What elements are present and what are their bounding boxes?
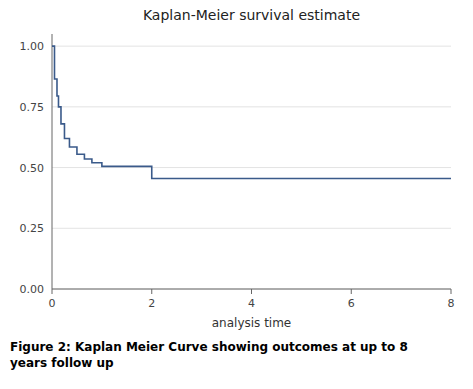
grid-line xyxy=(52,106,451,107)
grid-line xyxy=(52,228,451,229)
grid-line xyxy=(52,167,451,168)
tick-label: 4 xyxy=(248,297,255,310)
x-axis-label: analysis time xyxy=(212,316,292,330)
tick-label: 0.00 xyxy=(20,283,45,296)
tick-label: 6 xyxy=(348,297,355,310)
grid-line xyxy=(52,289,451,290)
grid-line xyxy=(52,46,451,47)
x-axis-line xyxy=(52,289,451,290)
tick-label: 8 xyxy=(448,297,455,310)
background xyxy=(0,0,473,389)
tick-mark xyxy=(151,289,152,294)
tick-mark xyxy=(251,289,252,294)
tick-mark xyxy=(351,289,352,294)
y-axis-line xyxy=(52,34,53,289)
tick-label: 0 xyxy=(49,297,56,310)
plot-area xyxy=(52,46,451,178)
tick-label: 0.50 xyxy=(20,162,45,175)
tick-mark xyxy=(451,289,452,294)
title: Kaplan-Meier survival estimate xyxy=(143,7,360,23)
tick-label: 2 xyxy=(148,297,155,310)
chart: 0.00 0.25 0.50 0.75 1.00 0 2 4 6 8 Kaplan-Meier su… xyxy=(0,0,473,389)
tick-mark xyxy=(52,289,53,294)
tick-label: 0.25 xyxy=(20,222,45,235)
caption: Figure 2: Kaplan Meier Curve showing out… xyxy=(10,340,408,370)
tick-label: 0.75 xyxy=(20,101,45,114)
survival-line xyxy=(52,46,451,178)
tick-label: 1.00 xyxy=(20,40,45,53)
